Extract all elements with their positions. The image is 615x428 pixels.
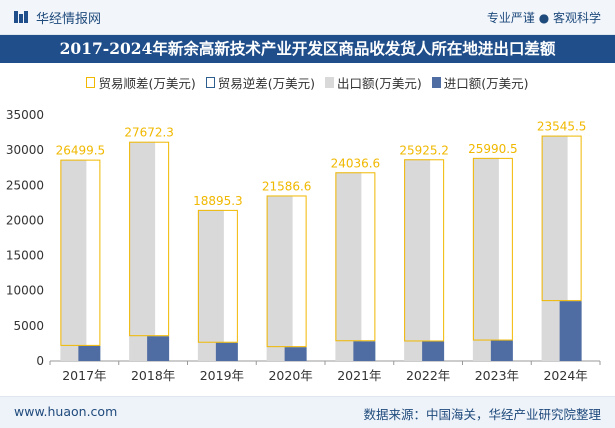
import-bar bbox=[215, 342, 238, 361]
footer-url: www.huaon.com bbox=[14, 404, 118, 419]
surplus-data-label: 23545.5 bbox=[537, 120, 587, 134]
x-tick-label: 2022年 bbox=[406, 368, 450, 383]
export-bar bbox=[197, 209, 224, 361]
y-tick-label: 15000 bbox=[6, 249, 44, 263]
header-bar: 华经情报网 专业严谨 ● 客观科学 bbox=[0, 0, 615, 35]
export-bar bbox=[404, 159, 431, 361]
legend-swatch-export bbox=[325, 76, 334, 88]
legend-swatch-surplus bbox=[86, 76, 96, 88]
x-tick-label: 2019年 bbox=[200, 368, 244, 383]
x-tick-label: 2024年 bbox=[543, 368, 587, 383]
export-bar bbox=[129, 141, 156, 361]
y-tick-label: 35000 bbox=[6, 108, 44, 122]
import-bar bbox=[353, 341, 376, 361]
export-bar bbox=[472, 157, 499, 361]
x-tick-label: 2023年 bbox=[475, 368, 519, 383]
x-tick-label: 2020年 bbox=[268, 368, 312, 383]
legend-item-import: 进口额(万美元) bbox=[431, 73, 529, 92]
legend-item-deficit: 贸易逆差(万美元) bbox=[205, 73, 315, 92]
surplus-bar bbox=[60, 159, 101, 346]
legend-swatch-deficit bbox=[205, 76, 215, 88]
brand-name: 华经情报网 bbox=[36, 12, 102, 27]
import-bar bbox=[284, 347, 307, 361]
huajing-logo-icon bbox=[14, 11, 28, 23]
x-tick-label: 2018年 bbox=[131, 368, 175, 383]
surplus-bar bbox=[266, 195, 307, 348]
y-tick-label: 5000 bbox=[13, 319, 44, 333]
x-tick-label: 2021年 bbox=[337, 368, 381, 383]
y-tick-label: 20000 bbox=[6, 213, 44, 227]
surplus-data-label: 27672.3 bbox=[124, 126, 174, 140]
legend-item-surplus: 贸易顺差(万美元) bbox=[86, 73, 196, 92]
surplus-data-label: 25925.2 bbox=[399, 143, 449, 157]
data-source-note: 数据来源：中国海关，华经产业研究院整理 bbox=[363, 407, 601, 422]
surplus-bar bbox=[404, 159, 445, 342]
surplus-bar bbox=[129, 141, 170, 337]
tagline: 专业严谨 ● 客观科学 bbox=[486, 11, 601, 25]
surplus-bar bbox=[472, 157, 513, 341]
surplus-data-label: 18895.3 bbox=[193, 194, 243, 208]
import-bar bbox=[78, 345, 101, 361]
bar-chart: 0 5000 10000 15000 20000 25000 30000 35000 26499… bbox=[6, 108, 601, 383]
legend-swatch-import bbox=[431, 76, 441, 88]
export-bar bbox=[60, 159, 87, 361]
chart-legend: 贸易顺差(万美元) 贸易逆差(万美元) 出口额(万美元) 进口额(万美元) bbox=[0, 72, 615, 92]
export-bar bbox=[335, 172, 362, 361]
surplus-data-label: 21586.6 bbox=[262, 179, 312, 193]
surplus-data-label: 25990.5 bbox=[468, 142, 518, 156]
legend-label-import: 进口额(万美元) bbox=[443, 75, 529, 91]
y-tick-label: 10000 bbox=[6, 284, 44, 298]
y-tick-label: 30000 bbox=[6, 143, 44, 157]
legend-label-export: 出口额(万美元) bbox=[337, 75, 422, 91]
legend-label-deficit: 贸易逆差(万美元) bbox=[217, 75, 315, 91]
surplus-data-label: 26499.5 bbox=[56, 144, 106, 158]
import-bar bbox=[559, 301, 582, 361]
surplus-data-label: 24036.6 bbox=[331, 156, 381, 170]
import-bar bbox=[147, 336, 170, 361]
legend-item-export: 出口额(万美元) bbox=[325, 73, 422, 92]
import-bar bbox=[490, 340, 513, 361]
y-tick-label: 25000 bbox=[6, 178, 44, 192]
export-bar bbox=[266, 195, 293, 361]
legend-label-surplus: 贸易顺差(万美元) bbox=[98, 75, 196, 91]
footer-bar: www.huaon.com 数据来源：中国海关，华经产业研究院整理 bbox=[0, 396, 615, 428]
surplus-bar bbox=[197, 209, 238, 343]
y-tick-label: 0 bbox=[36, 354, 44, 368]
surplus-bar bbox=[541, 135, 582, 302]
chart-title: 2017-2024年新余高新技术产业开发区商品收发货人所在地进出口差额 bbox=[0, 35, 615, 63]
import-bar bbox=[422, 341, 445, 361]
x-tick-label: 2017年 bbox=[62, 368, 106, 383]
surplus-bar bbox=[335, 172, 376, 342]
